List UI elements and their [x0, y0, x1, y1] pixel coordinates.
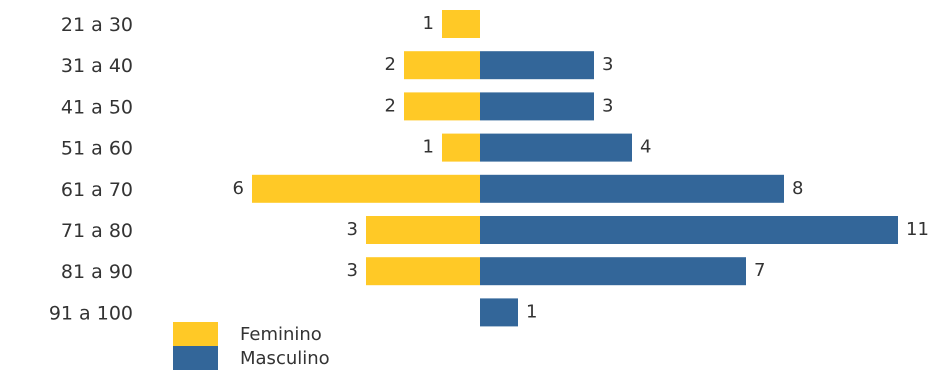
data-label-feminino: 6: [233, 178, 244, 199]
bar-masculino: [480, 216, 898, 244]
data-label-masculino: 11: [906, 219, 929, 240]
legend-swatch-masculino: [173, 346, 218, 370]
category-label: 41 a 50: [61, 96, 133, 118]
bar-masculino: [480, 92, 594, 121]
data-label-feminino: 2: [385, 54, 396, 75]
data-label-masculino: 8: [792, 178, 803, 199]
category-label: 51 a 60: [61, 138, 133, 160]
data-label-feminino: 2: [385, 95, 396, 116]
data-label-masculino: 3: [602, 95, 613, 116]
bar-masculino: [480, 257, 746, 286]
bar-feminino: [252, 174, 480, 203]
legend-swatch-feminino: [173, 322, 218, 346]
data-label-masculino: 1: [526, 301, 537, 322]
data-label-masculino: 4: [640, 137, 651, 158]
category-label: 61 a 70: [61, 179, 133, 201]
data-label-feminino: 1: [423, 137, 434, 158]
data-label-masculino: 7: [754, 260, 765, 281]
data-label-feminino: 1: [423, 13, 434, 34]
bars-layer: [252, 10, 898, 327]
data-label-feminino: 3: [347, 260, 358, 281]
category-label: 91 a 100: [49, 302, 133, 324]
bar-feminino: [442, 10, 480, 38]
legend-label-feminino: Feminino: [240, 324, 322, 345]
category-label: 81 a 90: [61, 261, 133, 283]
bar-masculino: [480, 174, 784, 203]
bar-feminino: [404, 51, 480, 80]
bar-masculino: [480, 133, 632, 162]
category-label: 21 a 30: [61, 14, 133, 36]
bar-feminino: [366, 257, 480, 286]
legend-label-masculino: Masculino: [240, 348, 330, 369]
category-label: 31 a 40: [61, 55, 133, 77]
bar-feminino: [366, 216, 480, 244]
labels-layer: 21 a 30 1 31 a 40 2 3 41 a 50 2 3 51 a 60 1 4 61 a …: [49, 13, 929, 324]
bar-feminino: [442, 133, 480, 162]
data-label-feminino: 3: [347, 219, 358, 240]
data-label-masculino: 3: [602, 54, 613, 75]
legend: Feminino Masculino: [173, 322, 330, 370]
bar-feminino: [404, 92, 480, 121]
category-label: 71 a 80: [61, 220, 133, 242]
bar-masculino: [480, 51, 594, 80]
bar-masculino: [480, 298, 518, 327]
